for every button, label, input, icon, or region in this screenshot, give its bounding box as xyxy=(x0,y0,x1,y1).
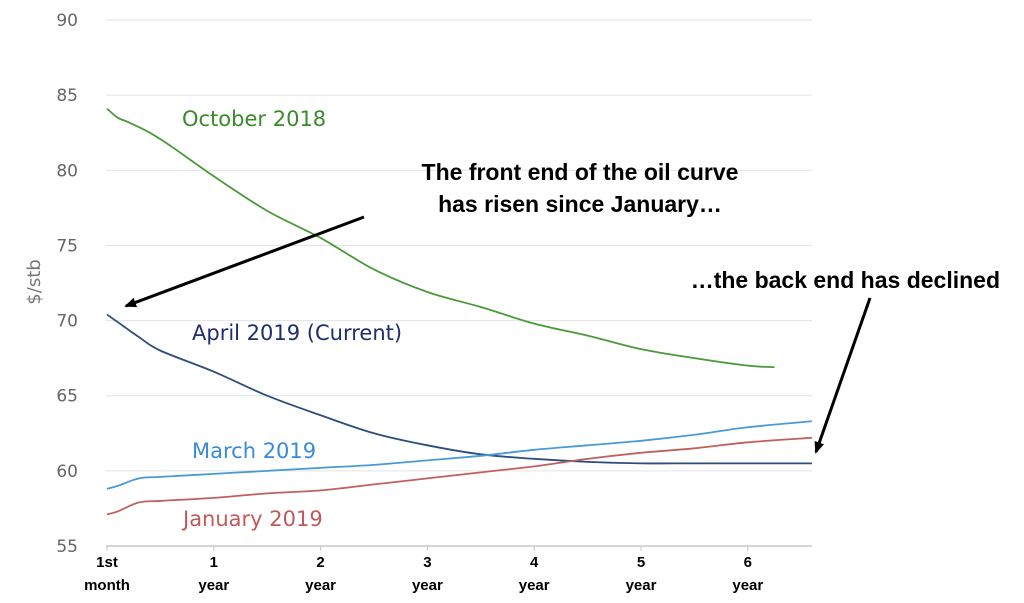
annotation-front-end-line1: The front end of the oil curve xyxy=(422,159,739,185)
y-tick-label: 55 xyxy=(56,537,78,557)
y-tick-label: 75 xyxy=(56,236,78,256)
x-tick-sublabel: year xyxy=(412,577,443,594)
x-tick-label: 1 xyxy=(210,554,218,571)
gridlines xyxy=(106,19,812,547)
series-line-march-2019 xyxy=(106,420,812,490)
x-tick-sublabel: year xyxy=(732,577,763,594)
series-label-january-2019: January 2019 xyxy=(181,507,323,531)
y-tick-label: 80 xyxy=(56,161,78,181)
x-tick-sublabel: year xyxy=(519,577,550,594)
y-tick-label: 65 xyxy=(56,387,78,407)
x-tick-label: 1st xyxy=(96,554,118,571)
x-tick-sublabel: year xyxy=(305,577,336,594)
y-tick-label: 90 xyxy=(56,11,78,31)
x-axis: 1st month 1 year 2 year 3 year 4 year 5 year 6 year xyxy=(84,545,812,594)
y-axis-ticks: 55 60 65 70 75 80 85 90 xyxy=(56,11,78,557)
series-label-october-2018: October 2018 xyxy=(182,107,326,131)
y-axis-label: $/stb xyxy=(24,259,45,304)
annotation-front-end-line2: has risen since January… xyxy=(438,191,722,217)
x-tick-label: 4 xyxy=(530,554,539,571)
x-tick-label: 5 xyxy=(637,554,645,571)
x-tick-label: 3 xyxy=(423,554,431,571)
y-tick-label: 60 xyxy=(56,462,78,482)
x-tick-sublabel: year xyxy=(626,577,657,594)
y-tick-label: 70 xyxy=(56,312,78,332)
series-label-april-2019: April 2019 (Current) xyxy=(192,321,402,345)
x-tick-label: 2 xyxy=(316,554,324,571)
y-tick-label: 85 xyxy=(56,86,78,106)
x-tick-sublabel: year xyxy=(198,577,229,594)
arrow-back-end xyxy=(814,297,872,454)
arrow-front-end xyxy=(124,215,365,308)
series-label-march-2019: March 2019 xyxy=(192,439,316,463)
x-tick-label: 6 xyxy=(744,554,752,571)
series-line-april-2019-current xyxy=(106,313,812,465)
series-line-october-2018 xyxy=(106,107,775,369)
annotation-back-end: …the back end has declined xyxy=(691,267,1000,293)
x-tick-sublabel: month xyxy=(84,577,130,594)
series-line-january-2019 xyxy=(106,436,812,516)
series-lines xyxy=(106,107,812,516)
